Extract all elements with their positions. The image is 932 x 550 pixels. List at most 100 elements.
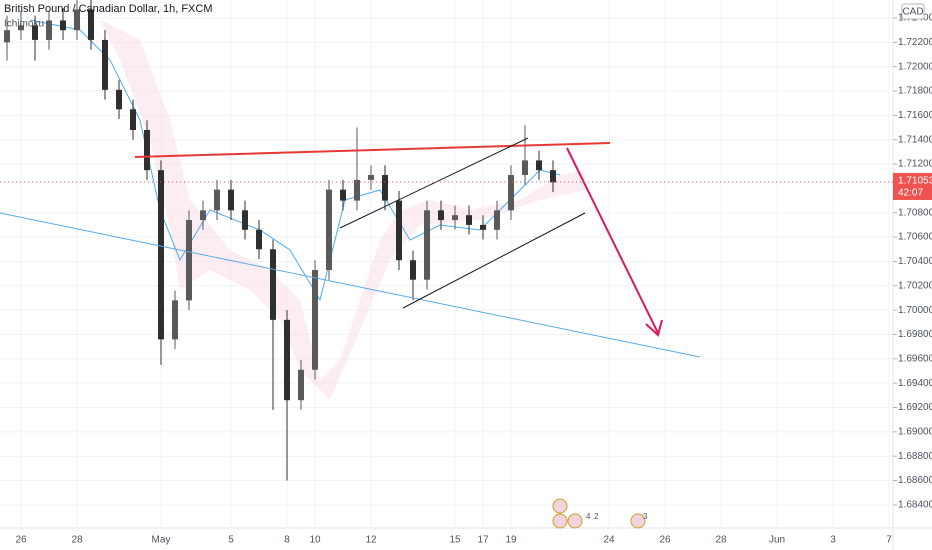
- y-tick-label: 1.71400: [898, 134, 932, 145]
- candle-body: [242, 210, 248, 230]
- indicator-name: Ichimoku: [4, 19, 44, 30]
- candle-body: [354, 179, 360, 201]
- y-tick-label: 1.71200: [898, 159, 932, 170]
- candle-body: [18, 25, 24, 31]
- candle-body: [298, 369, 304, 401]
- candle-body: [144, 129, 150, 171]
- y-tick-label: 1.68800: [898, 451, 932, 462]
- x-tick-label: 17: [477, 535, 489, 546]
- event-icon[interactable]: [567, 513, 583, 529]
- y-tick-label: 1.69400: [898, 378, 932, 389]
- trend-line-blue: [0, 212, 701, 358]
- ichimoku-cloud: [100, 20, 585, 400]
- candle-body: [60, 20, 66, 31]
- candle-body: [522, 160, 528, 176]
- last-price-label: 1.71053: [898, 176, 932, 187]
- y-tick-label: 1.69000: [898, 426, 932, 437]
- candle-body: [256, 229, 262, 250]
- y-tick-label: 1.69800: [898, 329, 932, 340]
- candle-body: [228, 189, 234, 211]
- x-tick-label: 28: [715, 535, 727, 546]
- event-count: 4: [586, 512, 591, 521]
- candle-body: [284, 319, 290, 401]
- y-tick-label: 1.69600: [898, 353, 932, 364]
- x-tick-label: 26: [15, 535, 27, 546]
- candle-body: [32, 25, 38, 40]
- y-tick-label: 1.68600: [898, 475, 932, 486]
- currency-box[interactable]: [901, 3, 925, 20]
- y-tick-label: 1.68400: [898, 500, 932, 511]
- candle-body: [214, 189, 220, 211]
- channel-lower: [402, 212, 586, 309]
- candle-body: [312, 269, 318, 370]
- x-tick-label: 24: [603, 535, 615, 546]
- candle-body: [200, 210, 206, 221]
- candle-body: [452, 215, 458, 221]
- x-tick-label: 8: [284, 535, 290, 546]
- candle-body: [438, 210, 444, 221]
- candle-body: [172, 300, 178, 340]
- x-tick-label: 26: [659, 535, 671, 546]
- x-tick-label: 7: [886, 535, 892, 546]
- candle-body: [116, 89, 122, 110]
- candle-body: [424, 210, 430, 280]
- channel-upper: [339, 137, 529, 229]
- candle-body: [494, 210, 500, 230]
- y-tick-label: 1.69200: [898, 402, 932, 413]
- x-tick-label: May: [152, 535, 171, 546]
- arrow-head: [645, 319, 663, 337]
- candle-body: [480, 224, 486, 230]
- candle-body: [340, 189, 346, 201]
- y-tick-label: 1.70200: [898, 280, 932, 291]
- candle-body: [508, 175, 514, 211]
- candle-body: [186, 220, 192, 301]
- candle-body: [368, 175, 374, 180]
- candle-body: [550, 170, 556, 183]
- event-count: 3: [643, 512, 648, 521]
- event-icon[interactable]: [630, 513, 646, 529]
- x-tick-label: 12: [365, 535, 377, 546]
- x-tick-label: 15: [449, 535, 461, 546]
- candle-body: [130, 109, 136, 130]
- candle-body: [158, 170, 164, 340]
- event-icon[interactable]: [552, 498, 568, 514]
- candle-body: [382, 175, 388, 201]
- candle-body: [536, 160, 542, 171]
- y-tick-label: 1.70800: [898, 207, 932, 218]
- candle-body: [270, 249, 276, 320]
- chart-title: British Pound / Canadian Dollar, 1h, FXC…: [4, 3, 213, 15]
- x-tick-label: 5: [228, 535, 234, 546]
- y-tick-label: 1.71600: [898, 110, 932, 121]
- countdown-label: 42:07: [898, 188, 923, 199]
- candle-body: [410, 260, 416, 280]
- candles: [4, 0, 556, 481]
- candle-body: [88, 9, 94, 40]
- arrow-shaft: [566, 147, 659, 334]
- candle-body: [396, 200, 402, 261]
- candle-body: [46, 20, 52, 40]
- candle-body: [4, 30, 10, 43]
- resistance-line: [134, 142, 611, 158]
- y-tick-label: 1.71800: [898, 86, 932, 97]
- y-tick-label: 1.72200: [898, 37, 932, 48]
- candle-body: [102, 39, 108, 90]
- candle-body: [466, 215, 472, 225]
- currency[interactable]: CAD: [902, 7, 923, 18]
- y-tick-label: 1.72000: [898, 61, 932, 72]
- candle-body: [326, 189, 332, 270]
- x-tick-label: 28: [71, 535, 83, 546]
- time-axis: 26 28 May 5 8 10 12 15 17 19 24 26 28 Jun 3 7: [15, 535, 892, 546]
- last-price-box: [893, 172, 932, 200]
- x-tick-label: 19: [505, 535, 517, 546]
- event-count: 2: [594, 512, 599, 521]
- y-tick-label: 1.70400: [898, 256, 932, 267]
- x-tick-label: Jun: [769, 535, 785, 546]
- y-tick-label: 1.70000: [898, 305, 932, 316]
- x-tick-label: 3: [830, 535, 836, 546]
- candle-body: [74, 9, 80, 31]
- x-tick-label: 10: [309, 535, 321, 546]
- event-icon[interactable]: [552, 513, 568, 529]
- price-axis: 1.724001.722001.720001.718001.716001.714…: [893, 13, 932, 511]
